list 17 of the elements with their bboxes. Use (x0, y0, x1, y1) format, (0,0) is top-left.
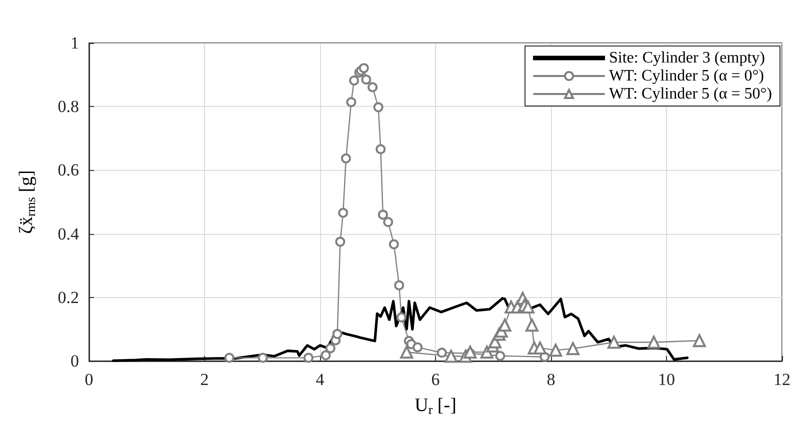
y-axis-title: ζẍrms [g] (16, 170, 38, 234)
y-tick-label: 0.2 (58, 288, 79, 307)
x-tick-label: 4 (316, 370, 325, 389)
x-tick-label: 6 (431, 370, 440, 389)
y-tick-label: 0.6 (58, 160, 79, 180)
legend-label: WT: Cylinder 5 (α = 50°) (609, 86, 772, 102)
x-tick-label: 2 (200, 370, 209, 389)
x-tick-label: 12 (774, 370, 790, 389)
y-tick-label: 0.8 (58, 97, 79, 116)
x-tick-label: 0 (84, 370, 94, 389)
x-tick-label: 8 (546, 370, 556, 389)
legend-label: Site: Cylinder 3 (empty) (609, 50, 766, 66)
x-tick-label: 10 (658, 370, 675, 389)
legend-label: WT: Cylinder 5 (α = 0°) (609, 68, 764, 84)
y-tick-label: 0.4 (58, 224, 80, 244)
y-tick-label: 0 (70, 352, 79, 370)
y-tick-label: 1 (70, 34, 79, 52)
